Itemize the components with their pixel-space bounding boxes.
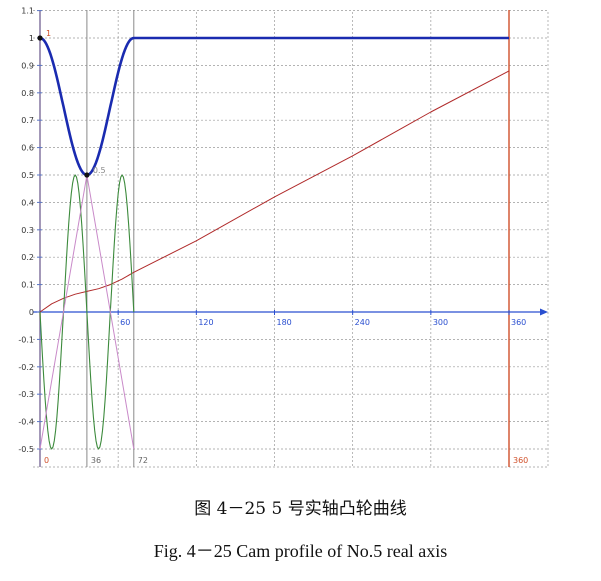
marker-label: 72 — [138, 456, 148, 465]
marker-label: 0 — [44, 456, 49, 465]
y-tick-label: -0.4 — [18, 418, 34, 427]
x-tick-label: 240 — [355, 318, 370, 327]
y-tick-label: 0.7 — [21, 116, 34, 125]
x-tick-label: 180 — [277, 318, 292, 327]
y-tick-label: 0.2 — [21, 253, 34, 262]
x-tick-label: 120 — [198, 318, 213, 327]
y-tick-label: 0.1 — [21, 281, 34, 290]
y-tick-label: 0.6 — [21, 144, 34, 153]
figure-caption-chinese: 图 4－25 5 号实轴凸轮曲线 — [194, 499, 407, 519]
y-tick-label: -0.3 — [18, 390, 34, 399]
y-tick-label: 0.4 — [21, 198, 34, 207]
axes — [33, 10, 548, 467]
series-lines — [37, 35, 510, 450]
marker-label: 360 — [513, 456, 528, 465]
y-tick-label: -0.5 — [18, 445, 34, 454]
tick-labels: 0 36 72 360 1.1 1 0.9 0.8 0.7 0.6 0.5 0.4 0.3 0.2 0.1 0… — [18, 7, 528, 465]
displacement-series — [39, 36, 509, 177]
y-tick-label: 1 — [29, 34, 34, 43]
acceleration-series — [39, 174, 135, 450]
point-label: 1 — [46, 29, 51, 38]
point-label: 0.5 — [93, 166, 106, 175]
y-tick-label: 0.5 — [21, 171, 34, 180]
key-point — [84, 172, 90, 178]
x-tick-label: 60 — [120, 318, 130, 327]
x-tick-label: 300 — [433, 318, 448, 327]
y-tick-label: -0.2 — [18, 363, 34, 372]
grid — [33, 10, 549, 468]
y-tick-label: 1.1 — [21, 7, 34, 16]
y-tick-label: 0.8 — [21, 89, 34, 98]
y-tick-label: 0.9 — [21, 61, 34, 70]
marker-label: 36 — [91, 456, 101, 465]
y-tick-label: -0.1 — [18, 335, 34, 344]
y-tick-label: 0.3 — [21, 226, 34, 235]
y-tick-label: 0 — [29, 308, 34, 317]
figure-caption-english: Fig. 4－25 Cam profile of No.5 real axis — [153, 541, 448, 561]
angle-markers — [39, 10, 510, 467]
key-point — [37, 35, 43, 41]
cam-profile-chart: 0 36 72 360 1.1 1 0.9 0.8 0.7 0.6 0.5 0.4 0.3 0.2 0.1 0… — [18, 7, 549, 468]
x-axis-arrow — [540, 308, 548, 316]
x-tick-label: 360 — [511, 318, 526, 327]
